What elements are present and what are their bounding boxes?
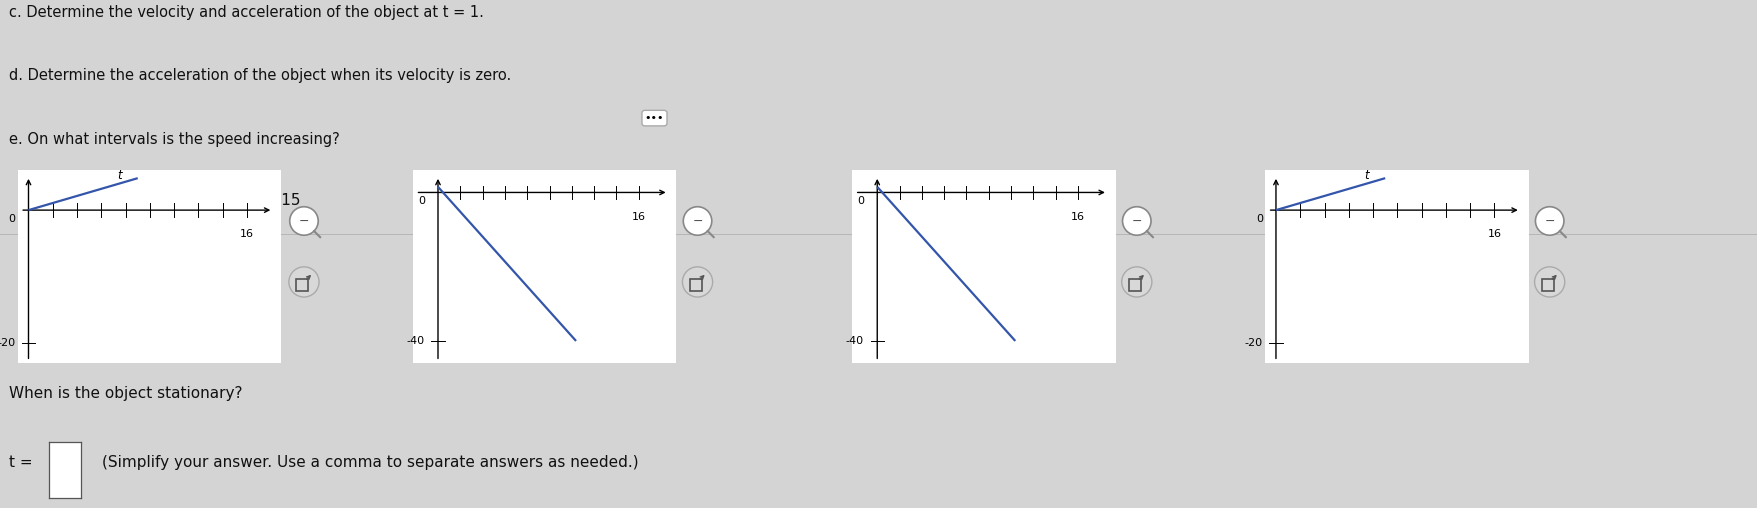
Text: 0: 0 [1256, 214, 1263, 224]
Text: -20: -20 [0, 338, 16, 348]
Text: -20: -20 [1244, 338, 1263, 348]
Text: -40: -40 [845, 336, 864, 346]
Text: t =: t = [9, 455, 32, 470]
Circle shape [1121, 267, 1153, 297]
Text: f(t) = t: f(t) = t [53, 193, 104, 208]
Text: 0: 0 [418, 196, 425, 206]
Circle shape [290, 207, 318, 235]
Text: d. Determine the acceleration of the object when its velocity is zero.: d. Determine the acceleration of the obj… [9, 68, 511, 83]
Text: 0: 0 [857, 196, 864, 206]
Circle shape [288, 267, 320, 297]
Text: 2: 2 [146, 182, 153, 192]
Text: − 14t;  0 ≤ t ≤ 15: − 14t; 0 ≤ t ≤ 15 [158, 193, 300, 208]
Text: −: − [692, 214, 703, 228]
Text: t: t [1365, 169, 1369, 182]
Text: −: − [299, 214, 309, 228]
Text: •••: ••• [645, 113, 664, 123]
Text: 16: 16 [1072, 212, 1086, 222]
Text: (Simplify your answer. Use a comma to separate answers as needed.): (Simplify your answer. Use a comma to se… [102, 455, 638, 470]
Text: e. On what intervals is the speed increasing?: e. On what intervals is the speed increa… [9, 132, 339, 147]
Circle shape [682, 267, 713, 297]
Circle shape [1534, 267, 1565, 297]
Circle shape [683, 207, 712, 235]
Text: −: − [1544, 214, 1555, 228]
Text: c. Determine the velocity and acceleration of the object at t = 1.: c. Determine the velocity and accelerati… [9, 5, 483, 20]
Text: t: t [118, 169, 121, 182]
Text: 16: 16 [633, 212, 647, 222]
Circle shape [1123, 207, 1151, 235]
Text: 16: 16 [241, 230, 255, 239]
Text: -40: -40 [406, 336, 425, 346]
Circle shape [1536, 207, 1564, 235]
Text: −: − [1132, 214, 1142, 228]
Text: 0: 0 [9, 214, 16, 224]
Text: 16: 16 [1488, 230, 1502, 239]
Text: When is the object stationary?: When is the object stationary? [9, 387, 242, 401]
